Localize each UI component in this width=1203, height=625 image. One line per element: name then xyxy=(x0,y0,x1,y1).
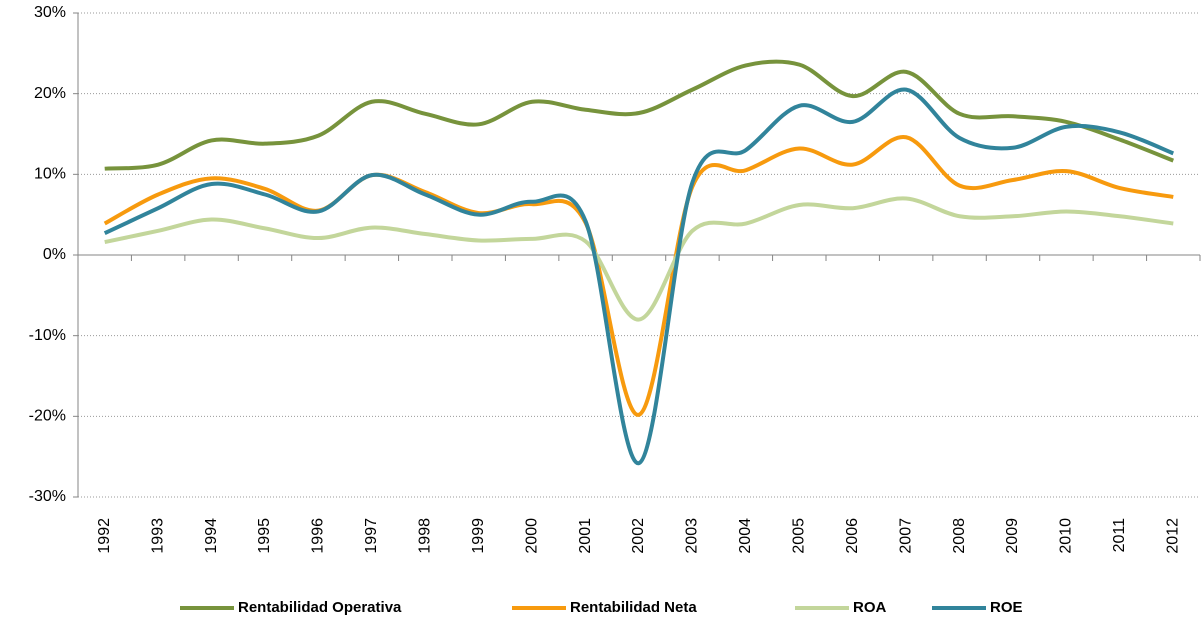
x-tick-label: 1997 xyxy=(363,518,380,554)
series-line xyxy=(103,87,1175,466)
x-tick-label: 1996 xyxy=(310,518,327,554)
x-tick-label: 2002 xyxy=(630,518,647,554)
x-tick-label: 2003 xyxy=(684,518,701,554)
y-tick-label: -10% xyxy=(29,327,66,344)
x-tick-label: 2007 xyxy=(897,518,914,554)
legend-label: ROE xyxy=(990,599,1023,616)
x-tick-label: 2012 xyxy=(1165,518,1182,554)
x-tick-label: 2001 xyxy=(577,518,594,554)
series-line xyxy=(104,196,1174,322)
legend-label: Rentabilidad Neta xyxy=(570,599,697,616)
x-tick-label: 1992 xyxy=(96,518,113,554)
x-tick-label: 1998 xyxy=(417,518,434,554)
x-tick-label: 2010 xyxy=(1058,518,1075,554)
x-tick-label: 1999 xyxy=(470,518,487,554)
y-tick-label: 10% xyxy=(34,166,66,183)
x-tick-label: 2005 xyxy=(791,518,808,554)
x-tick-label: 2006 xyxy=(844,518,861,554)
y-tick-label: -20% xyxy=(29,408,66,425)
legend-label: ROA xyxy=(853,599,887,616)
x-tick-label: 2011 xyxy=(1111,518,1128,553)
y-tick-label: 30% xyxy=(34,4,66,21)
legend-label: Rentabilidad Operativa xyxy=(238,599,402,616)
x-tick-label: 2008 xyxy=(951,518,968,554)
y-tick-label: 0% xyxy=(43,246,66,263)
series-line xyxy=(103,135,1174,417)
x-tick-label: 1995 xyxy=(256,518,273,554)
x-tick-label: 2004 xyxy=(737,518,754,554)
x-tick-label: 1993 xyxy=(149,518,166,554)
y-tick-label: -30% xyxy=(29,488,66,505)
x-tick-label: 2009 xyxy=(1004,518,1021,554)
y-tick-label: 20% xyxy=(34,85,66,102)
x-tick-label: 2000 xyxy=(523,518,540,554)
x-tick-label: 1994 xyxy=(203,518,220,554)
series-line xyxy=(104,59,1175,171)
